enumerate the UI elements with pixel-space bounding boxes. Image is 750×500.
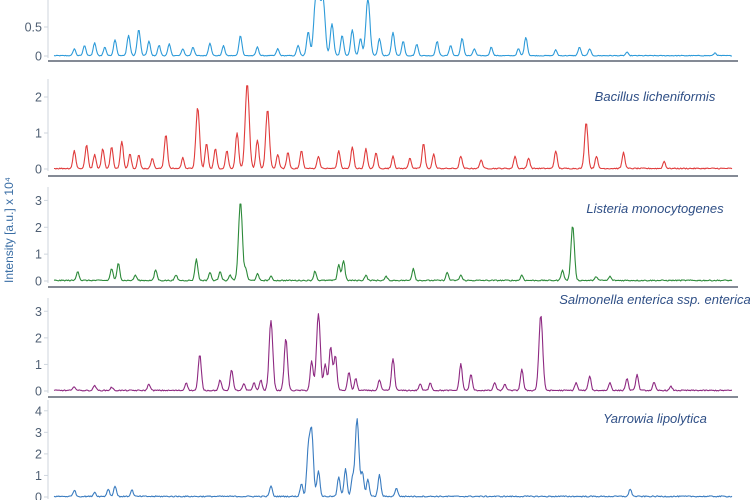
y-tick-label: 0: [35, 275, 42, 289]
y-tick-label: 1: [35, 248, 42, 262]
y-tick-label: 0: [35, 491, 42, 500]
spectrum-panel: 0 1 2 3 Salmonella enterica ssp. enterica: [35, 292, 750, 399]
panel-title: Listeria monocytogenes: [586, 201, 724, 216]
y-tick-label: 3: [35, 194, 42, 208]
spectrum-panel: 00.5: [25, 0, 738, 64]
spectrum-panel: 0 1 2 3 4 Yarrowia lipolytica: [35, 400, 733, 500]
y-tick-label: 2: [35, 91, 42, 105]
y-tick-label: 0: [35, 163, 42, 177]
y-tick-label: 2: [35, 331, 42, 345]
panel-title: Salmonella enterica ssp. enterica: [559, 292, 750, 307]
y-tick-label: 1: [35, 127, 42, 141]
y-tick-label: 4: [35, 404, 42, 418]
y-tick-label: 2: [35, 221, 42, 235]
y-tick-label: 3: [35, 426, 42, 440]
spectrum-line: [54, 85, 733, 170]
y-tick-label: 0: [35, 385, 42, 399]
spectrum-line: [53, 0, 732, 57]
spectrum-panel: 0 1 2 Bacillus licheniformis: [35, 79, 738, 177]
y-tick-label: 3: [35, 305, 42, 319]
spectrum-panel: 0 1 2 3 Listeria monocytogenes: [35, 187, 738, 289]
y-tick-label: 0.5: [25, 21, 42, 35]
spectrum-line: [53, 418, 733, 498]
y-tick-label: 1: [35, 358, 42, 372]
spectrum-line: [53, 203, 733, 282]
y-tick-label: 1: [35, 469, 42, 483]
y-tick-label: 2: [35, 447, 42, 461]
y-tick-label: 0: [35, 50, 42, 64]
spectrum-line: [53, 313, 733, 392]
panel-title: Yarrowia lipolytica: [603, 411, 707, 426]
y-axis-title: Intensity [a.u.] x 10⁴: [2, 177, 16, 283]
panel-title: Bacillus licheniformis: [595, 89, 716, 104]
